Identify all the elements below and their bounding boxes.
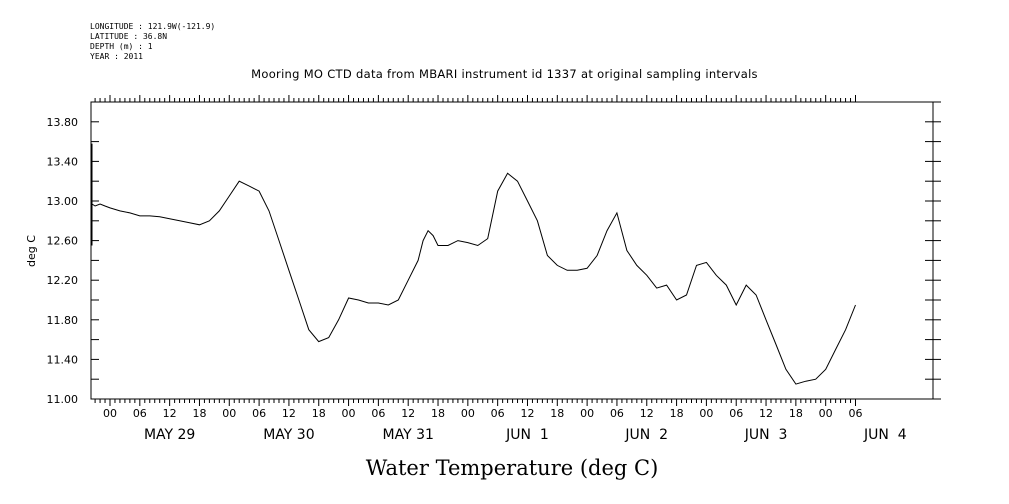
- x-tick-label: 12: [520, 407, 534, 420]
- x-tick-label: 00: [819, 407, 833, 420]
- x-tick-label: 00: [461, 407, 475, 420]
- x-tick-labels: 00 06 12 18 00 06 12 18 00 06 12 18 00 06 12 18 00 06 12 18…: [103, 407, 863, 420]
- x-tick-label: 06: [491, 407, 505, 420]
- y-tick-labels: 11.00 11.40 11.80 12.20 12.60 13.00 13.40 13.80: [47, 116, 79, 406]
- x-tick-label: 12: [759, 407, 773, 420]
- x-tick-label: 00: [580, 407, 594, 420]
- y-tick-label: 13.80: [47, 116, 79, 129]
- depth-label: DEPTH (m) : 1: [90, 42, 153, 51]
- x-tick-label: 18: [789, 407, 803, 420]
- x-tick-label: 12: [282, 407, 296, 420]
- y-axis-label: deg C: [25, 235, 38, 267]
- x-tick-label: 00: [222, 407, 236, 420]
- x-tick-label: 12: [640, 407, 654, 420]
- y-tick-label: 11.40: [47, 353, 79, 366]
- x-tick-label: 06: [610, 407, 624, 420]
- x-axis-label: Water Temperature (deg C): [366, 456, 659, 480]
- x-tick-label: 00: [699, 407, 713, 420]
- day-label: MAY 30: [263, 427, 314, 443]
- x-tick-label: 12: [401, 407, 415, 420]
- metadata-block: LONGITUDE : 121.9W(-121.9) LATITUDE : 36…: [90, 22, 215, 62]
- day-label: JUN 3: [744, 427, 788, 443]
- x-tick-label: 00: [103, 407, 117, 420]
- chart-title: Mooring MO CTD data from MBARI instrumen…: [251, 67, 758, 81]
- x-tick-label: 06: [252, 407, 266, 420]
- day-label: JUN 2: [624, 427, 668, 443]
- series-line: [91, 143, 856, 385]
- x-tick-label: 06: [371, 407, 385, 420]
- y-tick-label: 13.40: [47, 155, 79, 168]
- plot-frame: [90, 101, 934, 400]
- y-tick-label: 11.80: [47, 314, 79, 327]
- y-tick-label: 12.20: [47, 274, 79, 287]
- x-tick-label: 06: [849, 407, 863, 420]
- day-label: JUN 1: [505, 427, 549, 443]
- day-label: JUN 4: [863, 427, 907, 443]
- y-tick-label: 11.00: [47, 393, 79, 406]
- x-tick-label: 06: [729, 407, 743, 420]
- x-tick-label: 18: [192, 407, 206, 420]
- longitude-label: LONGITUDE : 121.9W(-121.9): [90, 22, 216, 31]
- day-label: MAY 31: [383, 427, 434, 443]
- latitude-label: LATITUDE : 36.8N: [90, 32, 168, 41]
- day-label: MAY 29: [144, 427, 195, 443]
- x-tick-label: 18: [670, 407, 684, 420]
- x-tick-label: 18: [550, 407, 564, 420]
- x-tick-label: 00: [342, 407, 356, 420]
- x-tick-label: 18: [312, 407, 326, 420]
- tick-marks: [91, 95, 941, 406]
- year-label: YEAR : 2011: [90, 52, 143, 61]
- day-labels: MAY 29 MAY 30 MAY 31 JUN 1 JUN 2 JUN 3 JUN 4: [144, 427, 907, 443]
- x-tick-label: 18: [431, 407, 445, 420]
- x-tick-label: 12: [163, 407, 177, 420]
- y-tick-label: 13.00: [47, 195, 79, 208]
- y-tick-label: 12.60: [47, 235, 79, 248]
- x-tick-label: 06: [133, 407, 147, 420]
